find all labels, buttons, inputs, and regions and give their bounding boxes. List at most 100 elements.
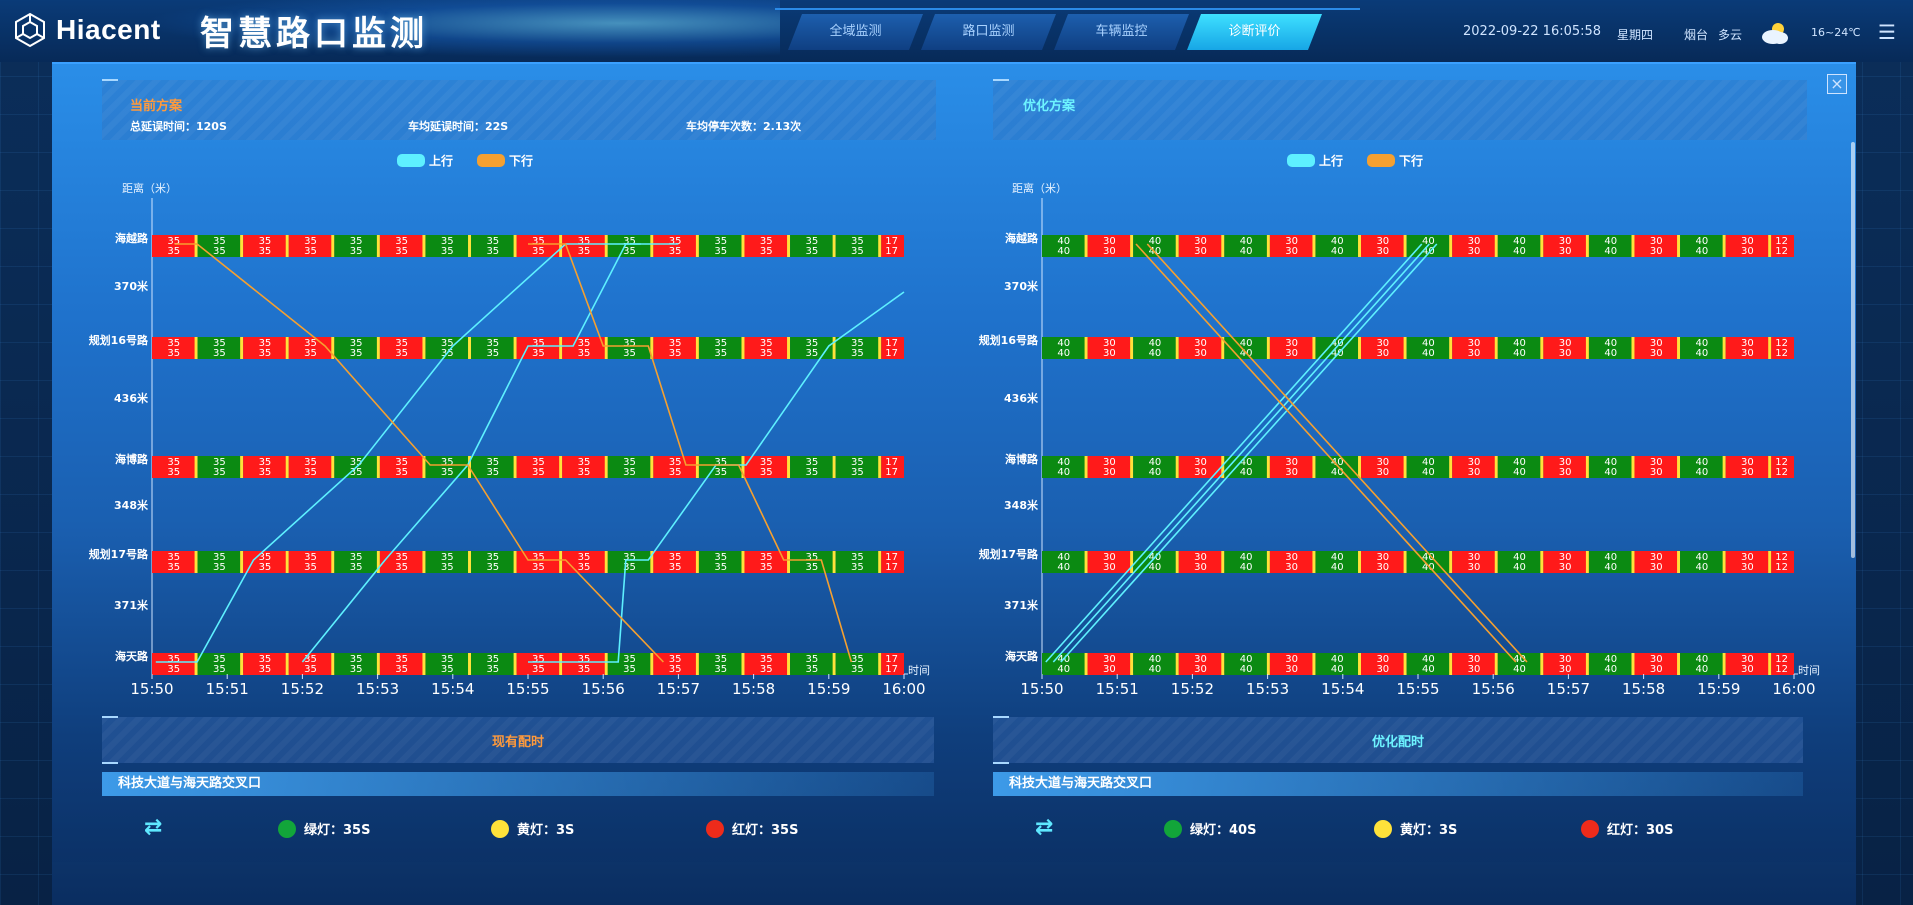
signal-seconds-label: 35	[259, 654, 272, 665]
close-icon[interactable]: ×	[1827, 74, 1847, 94]
y-tick-label: 371米	[114, 598, 149, 612]
signal-yellow	[376, 653, 380, 675]
signal-segment	[1771, 653, 1794, 675]
y-tick-label: 370米	[1004, 279, 1039, 293]
signal-yellow	[1130, 551, 1134, 573]
signal-yellow	[285, 456, 289, 478]
signal-seconds-label: 35	[851, 338, 864, 349]
signal-yellow	[468, 337, 472, 359]
signal-segment	[471, 551, 517, 573]
signal-seconds-label: 35	[304, 664, 317, 675]
signal-seconds-label: 12	[1775, 457, 1788, 468]
legend-swatch-up	[397, 154, 425, 167]
signal-segment	[471, 456, 517, 478]
signal-seconds-label: 30	[1194, 467, 1207, 478]
signal-seconds-label: 35	[532, 236, 545, 247]
signal-seconds-label: 35	[395, 236, 408, 247]
signal-seconds-label: 35	[441, 467, 454, 478]
signal-seconds-label: 30	[1103, 654, 1116, 665]
signal-yellow	[194, 551, 198, 573]
signal-seconds-label: 30	[1468, 467, 1481, 478]
optimized-timing-panel: 优化配时	[993, 716, 1803, 764]
signal-segment	[471, 235, 517, 257]
signal-segment	[881, 337, 904, 359]
signal-seconds-label: 40	[1240, 552, 1253, 563]
signal-segment	[1178, 653, 1225, 675]
signal-segment	[1087, 337, 1134, 359]
signal-segment	[1725, 551, 1772, 573]
signal-yellow	[1540, 456, 1544, 478]
signal-seconds-label: 35	[441, 552, 454, 563]
signal-seconds-label: 30	[1285, 664, 1298, 675]
signal-seconds-label: 35	[669, 654, 682, 665]
signal-seconds-label: 40	[1695, 236, 1708, 247]
signal-yellow	[1631, 337, 1635, 359]
signal-segment	[1361, 337, 1407, 359]
signal-seconds-label: 35	[623, 664, 636, 675]
tab-diagnosis-evaluation[interactable]: 诊断评价	[1187, 14, 1322, 50]
signal-yellow	[240, 337, 244, 359]
signal-seconds-label: 35	[760, 664, 773, 675]
signal-segment	[562, 235, 608, 257]
signal-seconds-label: 30	[1285, 467, 1298, 478]
signal-seconds-label: 30	[1741, 457, 1754, 468]
signal-yellow	[1403, 551, 1407, 573]
legend-label-down: 下行	[1399, 153, 1423, 168]
signal-seconds-label: 35	[623, 467, 636, 478]
signal-seconds-label: 30	[1559, 562, 1572, 573]
signal-yellow	[1312, 551, 1316, 573]
signal-yellow	[376, 337, 380, 359]
signal-seconds-label: 40	[1240, 457, 1253, 468]
scrollbar[interactable]	[1851, 142, 1855, 558]
signal-seconds-label: 35	[167, 552, 180, 563]
signal-segment	[1224, 456, 1270, 478]
signal-seconds-label: 35	[486, 562, 499, 573]
signal-seconds-label: 40	[1149, 236, 1162, 247]
signal-seconds-label: 30	[1103, 467, 1116, 478]
signal-seconds-label: 40	[1695, 467, 1708, 478]
signal-segment	[653, 337, 699, 359]
signal-seconds-label: 35	[259, 467, 272, 478]
signal-seconds-label: 35	[167, 562, 180, 573]
signal-segment	[1588, 235, 1635, 257]
signal-segment	[1087, 551, 1134, 573]
legend-swatch-down	[477, 154, 505, 167]
signal-seconds-label: 35	[578, 664, 591, 675]
signal-seconds-label: 40	[1604, 467, 1617, 478]
signal-seconds-label: 35	[350, 348, 363, 359]
signal-segment	[152, 337, 198, 359]
x-tick-label: 15:55	[506, 680, 549, 698]
signal-segment	[516, 456, 563, 478]
menu-icon[interactable]: ☰	[1878, 20, 1896, 44]
signal-seconds-label: 30	[1194, 457, 1207, 468]
signal-seconds-label: 35	[213, 338, 226, 349]
signal-segment	[1771, 337, 1794, 359]
signal-yellow	[1768, 456, 1772, 478]
signal-seconds-label: 30	[1559, 654, 1572, 665]
signal-segment	[790, 456, 836, 478]
signal-seconds-label: 30	[1559, 664, 1572, 675]
signal-seconds-label: 40	[1422, 664, 1435, 675]
signal-seconds-label: 30	[1285, 562, 1298, 573]
signal-yellow	[1403, 337, 1407, 359]
signal-yellow	[1403, 653, 1407, 675]
signal-yellow	[1677, 551, 1681, 573]
signal-yellow	[1221, 551, 1225, 573]
signal-segment	[1087, 456, 1134, 478]
signal-seconds-label: 35	[213, 457, 226, 468]
tab-vehicle-monitor[interactable]: 车辆监控	[1054, 14, 1189, 50]
signal-segment	[835, 551, 882, 573]
tab-intersection-monitor[interactable]: 路口监测	[921, 14, 1056, 50]
signal-seconds-label: 35	[805, 664, 818, 675]
main-nav: 全域监测 路口监测 车辆监控 诊断评价	[790, 14, 1322, 50]
signal-segment	[1588, 653, 1635, 675]
signal-segment	[1178, 456, 1225, 478]
legend-label-down: 下行	[509, 153, 533, 168]
signal-yellow	[1677, 337, 1681, 359]
signal-yellow	[1084, 235, 1088, 257]
signal-segment	[288, 551, 335, 573]
signal-seconds-label: 35	[259, 664, 272, 675]
signal-yellow	[1631, 551, 1635, 573]
tab-global-monitor[interactable]: 全域监测	[788, 14, 923, 50]
signal-yellow	[1677, 235, 1681, 257]
